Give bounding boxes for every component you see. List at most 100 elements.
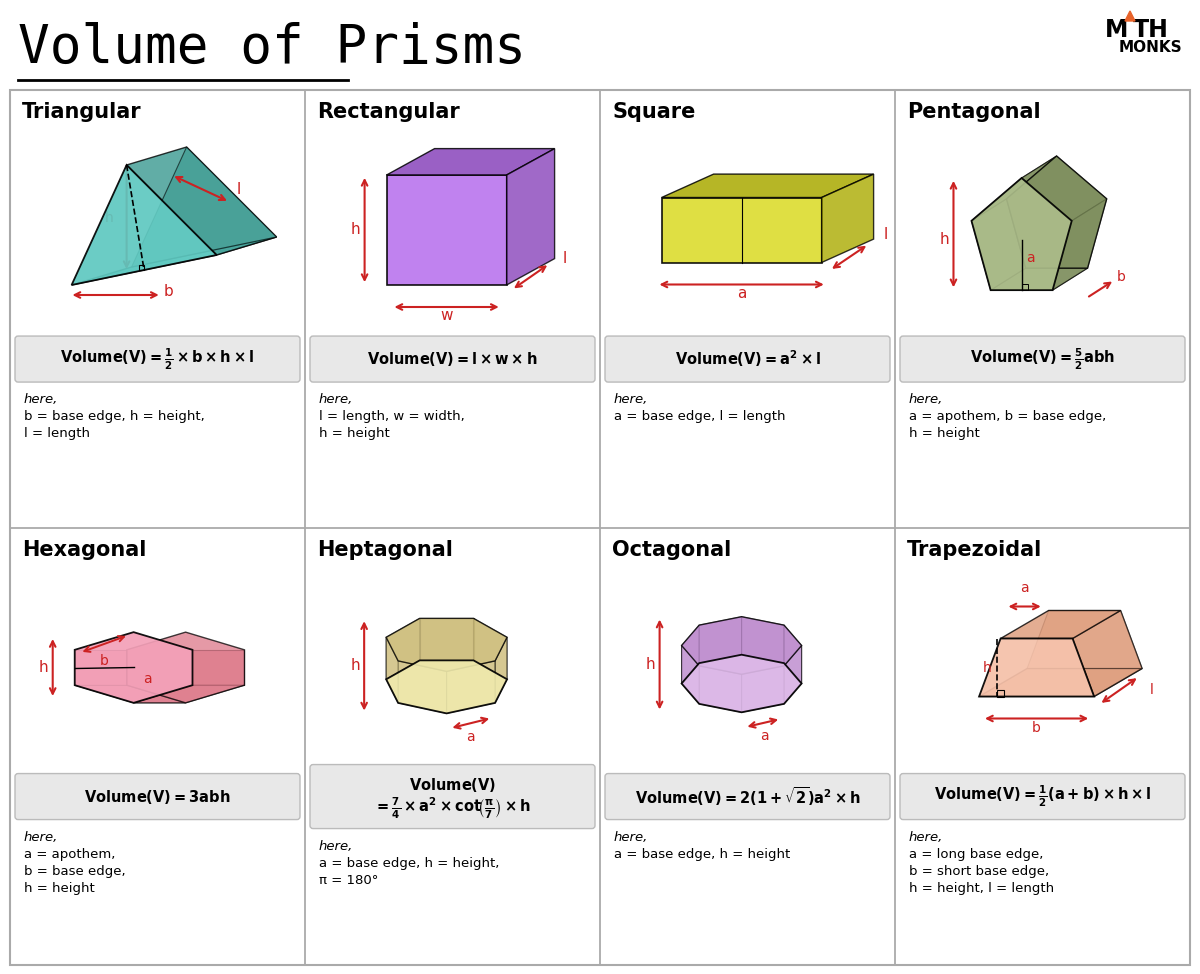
Text: a = base edge, h = height,: a = base edge, h = height, [319,856,499,870]
FancyBboxPatch shape [14,336,300,382]
Text: h = height: h = height [910,427,979,440]
Text: w: w [440,308,452,323]
Polygon shape [972,178,1072,290]
Polygon shape [979,639,1094,696]
Text: $\mathbf{Volume (V) = \frac{1}{2} \times b \times h \times l}$: $\mathbf{Volume (V) = \frac{1}{2} \times… [60,347,254,372]
Text: a: a [737,286,746,302]
Text: Triangular: Triangular [22,102,142,122]
Polygon shape [682,646,700,704]
Text: b = base edge, h = height,: b = base edge, h = height, [24,410,205,423]
Text: a = apothem,: a = apothem, [24,847,115,861]
Polygon shape [1126,11,1135,21]
Text: here,: here, [319,393,353,406]
Text: here,: here, [910,393,943,406]
Text: Square: Square [612,102,695,122]
Polygon shape [822,174,874,263]
Polygon shape [972,156,1056,221]
Text: a: a [1026,251,1036,265]
Text: h: h [350,222,360,238]
Polygon shape [1027,611,1142,668]
Text: b: b [163,284,173,299]
Text: l: l [1150,684,1154,697]
Polygon shape [506,149,554,285]
Text: Heptagonal: Heptagonal [317,540,452,559]
Polygon shape [386,175,506,285]
Text: l = length, w = width,: l = length, w = width, [319,410,464,423]
Text: here,: here, [24,393,59,406]
Polygon shape [682,655,802,712]
Polygon shape [784,646,802,704]
Polygon shape [700,666,742,712]
Polygon shape [386,637,398,703]
Text: here,: here, [614,831,648,843]
Text: l: l [236,182,241,198]
Text: Octagonal: Octagonal [612,540,731,559]
Polygon shape [386,660,508,713]
Text: l = length: l = length [24,427,90,440]
Polygon shape [127,632,245,703]
Text: here,: here, [614,393,648,406]
Text: h = height, l = length: h = height, l = length [910,881,1054,894]
Polygon shape [72,237,277,285]
Polygon shape [991,268,1087,290]
Polygon shape [74,685,186,703]
FancyBboxPatch shape [605,773,890,819]
Text: $\mathbf{Volume (V) = 3abh}$: $\mathbf{Volume (V) = 3abh}$ [84,788,230,805]
Text: here,: here, [319,840,353,852]
Text: h: h [646,657,655,672]
Polygon shape [420,618,474,660]
Polygon shape [1001,611,1121,639]
Text: Hexagonal: Hexagonal [22,540,146,559]
Bar [997,690,1004,696]
Text: π = 180°: π = 180° [319,874,378,886]
Text: a: a [1020,581,1028,595]
Text: b: b [100,654,108,668]
Polygon shape [661,198,822,263]
Text: TH: TH [1133,18,1169,42]
Bar [1021,284,1027,290]
Text: a = long base edge,: a = long base edge, [910,847,1043,861]
Text: M: M [1105,18,1128,42]
Text: h = height: h = height [24,881,95,894]
Polygon shape [386,149,554,175]
Polygon shape [496,637,508,703]
Polygon shape [742,617,784,663]
FancyBboxPatch shape [310,336,595,382]
Text: $\mathbf{Volume (V) = 2(1 + \sqrt{2})a^2 \times h}$: $\mathbf{Volume (V) = 2(1 + \sqrt{2})a^2… [635,785,860,808]
Text: MONKS: MONKS [1120,40,1183,55]
Polygon shape [1052,199,1106,290]
Polygon shape [742,666,784,712]
Polygon shape [74,632,192,703]
Text: b = short base edge,: b = short base edge, [910,865,1049,878]
Text: $\mathbf{= \frac{7}{4} \times a^2 \times cot\!\left(\frac{\pi}{7}\right) \times : $\mathbf{= \frac{7}{4} \times a^2 \times… [374,796,530,821]
Text: a = apothem, b = base edge,: a = apothem, b = base edge, [910,410,1106,423]
Text: a = base edge, h = height: a = base edge, h = height [614,847,791,861]
Text: l: l [883,227,888,243]
Bar [139,265,144,270]
Polygon shape [127,147,277,255]
Text: h: h [983,660,992,675]
Polygon shape [72,165,216,285]
Text: a: a [761,730,769,743]
Polygon shape [1007,156,1106,268]
Bar [10,90,1190,965]
Polygon shape [74,650,127,685]
Polygon shape [474,618,508,679]
Text: a: a [144,672,152,687]
Polygon shape [784,625,802,684]
Text: $\mathbf{Volume (V)}$: $\mathbf{Volume (V)}$ [409,775,496,794]
Polygon shape [972,199,1026,290]
Text: $\mathbf{Volume (V) = \frac{1}{2}(a + b) \times h \times l}$: $\mathbf{Volume (V) = \frac{1}{2}(a + b)… [934,784,1151,809]
Polygon shape [446,661,496,713]
Text: Pentagonal: Pentagonal [907,102,1040,122]
Text: h: h [350,658,360,673]
Polygon shape [682,617,802,674]
FancyBboxPatch shape [900,773,1186,819]
FancyBboxPatch shape [605,336,890,382]
Text: here,: here, [910,831,943,843]
FancyBboxPatch shape [900,336,1186,382]
Polygon shape [386,618,420,679]
Text: Volume of Prisms: Volume of Prisms [18,22,526,74]
Polygon shape [979,668,1142,696]
Text: h = height: h = height [319,427,390,440]
